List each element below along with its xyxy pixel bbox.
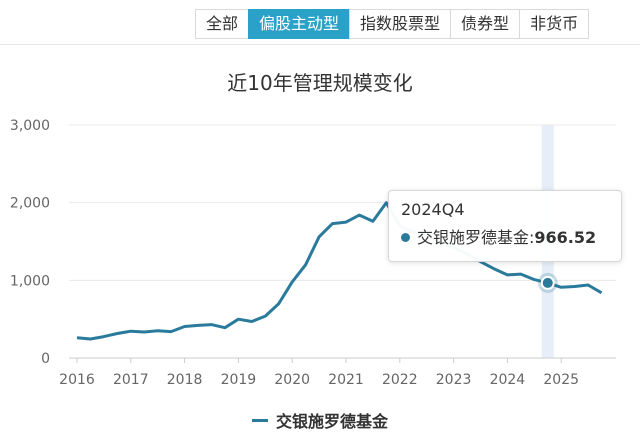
y-tick-label: 1,000 [10,273,50,289]
tooltip-separator: : [529,228,535,247]
tooltip-value: 966.52 [534,228,597,247]
tab-bond[interactable]: 债券型 [450,9,521,39]
fund-type-tabs: 全部 偏股主动型 指数股票型 债券型 非货币 [195,9,590,39]
x-axis: 2016 2017 2018 2019 2020 2021 2022 2023 2024 2025 [59,358,579,388]
x-tick-label: 2020 [274,372,310,388]
legend-label: 交银施罗德基金 [275,412,388,431]
y-tick-label: 0 [41,351,50,367]
chart-title: 近10年管理规模变化 [227,71,412,95]
x-tick-label: 2025 [543,372,579,388]
tooltip-series-name: 交银施罗德基金 [417,228,530,247]
y-tick-label: 2,000 [10,196,50,212]
x-tick-label: 2018 [167,372,203,388]
y-tick-label: 3,000 [10,118,50,134]
tab-all[interactable]: 全部 [195,9,250,39]
highlight-point[interactable] [540,275,555,290]
tooltip-series-dot [401,233,410,242]
series-line [76,201,603,341]
tabs-divider [0,44,640,45]
x-tick-label: 2016 [59,372,95,388]
tooltip-row: 交银施罗德基金:966.52 [401,227,609,249]
legend-line-swatch [251,419,268,422]
x-tick-label: 2022 [382,372,418,388]
tab-active-equity[interactable]: 偏股主动型 [248,9,351,39]
tooltip-title: 2024Q4 [401,200,465,219]
tab-index-equity[interactable]: 指数股票型 [349,9,452,39]
tooltip: 2024Q4 交银施罗德基金:966.52 [388,190,622,262]
x-tick-label: 2017 [113,372,149,388]
y-axis: 0 1,000 2,000 3,000 [10,118,50,367]
x-tick-label: 2019 [221,372,257,388]
x-tick-label: 2024 [490,372,526,388]
plot-area [76,201,603,341]
tab-non-money[interactable]: 非货币 [519,9,590,39]
x-tick-label: 2021 [328,372,364,388]
x-tick-label: 2023 [436,372,472,388]
legend[interactable]: 交银施罗德基金 [0,408,640,432]
